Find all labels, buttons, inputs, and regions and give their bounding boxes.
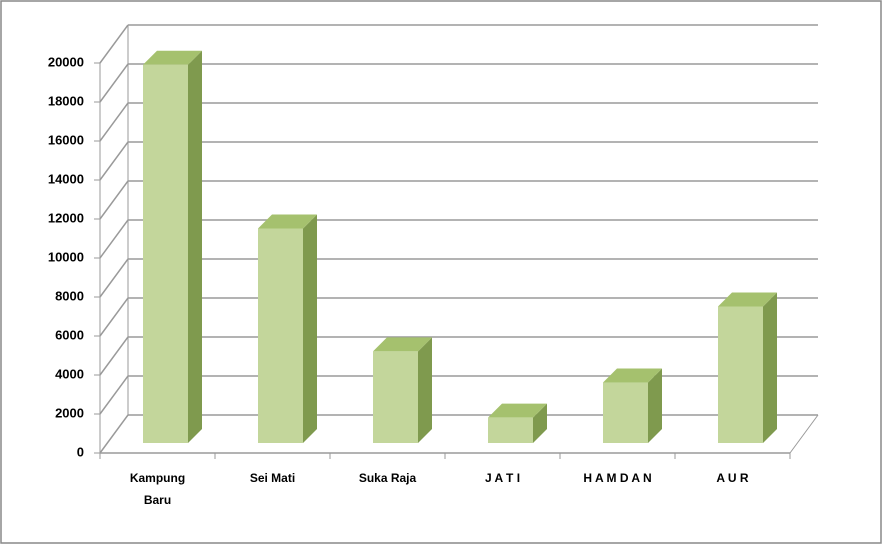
grid-line: [99, 141, 129, 181]
bar-group: [258, 214, 317, 443]
y-tick-label: 6000: [55, 327, 84, 342]
bar: [143, 64, 188, 443]
floor-edge: [789, 414, 819, 454]
x-tick-label: Suka Raja: [358, 471, 417, 485]
grid-line: [99, 414, 129, 454]
x-tick-label: Kampung Baru: [129, 471, 186, 507]
y-tick-label: 10000: [48, 249, 84, 264]
y-tick-label: 4000: [55, 366, 84, 381]
bar-top: [718, 292, 777, 307]
y-tick-label: 0: [77, 444, 84, 459]
x-label-box: Suka Raja: [358, 471, 417, 485]
bar-top: [373, 337, 432, 352]
bar-group: [718, 292, 777, 443]
bar: [603, 382, 648, 443]
y-tick-label: 8000: [55, 288, 84, 303]
bar-top: [488, 403, 547, 418]
x-label-box: Sei Mati: [249, 471, 296, 485]
x-tick-label: Sei Mati: [249, 471, 296, 485]
y-tick-label: 20000: [48, 54, 84, 69]
y-tick-label: 2000: [55, 405, 84, 420]
x-label-box: A U R: [716, 471, 749, 485]
y-tick-label: 12000: [48, 210, 84, 225]
bar: [258, 228, 303, 443]
bar-side: [533, 403, 547, 443]
grid-line: [99, 102, 129, 142]
grid-line: [99, 219, 129, 259]
grid-line: [99, 297, 129, 337]
x-tick-label: H A M D A N: [583, 471, 652, 485]
x-tick-label: A U R: [716, 471, 749, 485]
grid-line: [99, 258, 129, 298]
bar-side: [303, 214, 317, 443]
bar-side: [763, 292, 777, 443]
y-tick-label: 16000: [48, 132, 84, 147]
bar-top: [143, 50, 202, 65]
bar: [718, 306, 763, 443]
bar-top: [258, 214, 317, 229]
x-label-box: J A T I: [484, 471, 521, 485]
bar-side: [188, 50, 202, 443]
x-tick-label: J A T I: [484, 471, 521, 485]
bar: [373, 351, 418, 443]
bar-group: [373, 337, 432, 443]
grid-line: [99, 180, 129, 220]
bar-group: [488, 403, 547, 443]
bar-side: [418, 337, 432, 443]
bar-top: [603, 368, 662, 383]
x-label-box: Kampung Baru: [129, 471, 186, 507]
bar: [488, 417, 533, 443]
grid-line: [99, 336, 129, 376]
grid-line: [99, 63, 129, 103]
grid-line: [99, 24, 129, 64]
y-tick-label: 18000: [48, 93, 84, 108]
bar-group: [603, 368, 662, 443]
grid-line: [99, 375, 129, 415]
y-tick-label: 14000: [48, 171, 84, 186]
x-label-box: H A M D A N: [583, 471, 652, 485]
bar-side: [648, 368, 662, 443]
bar-group: [143, 50, 202, 443]
